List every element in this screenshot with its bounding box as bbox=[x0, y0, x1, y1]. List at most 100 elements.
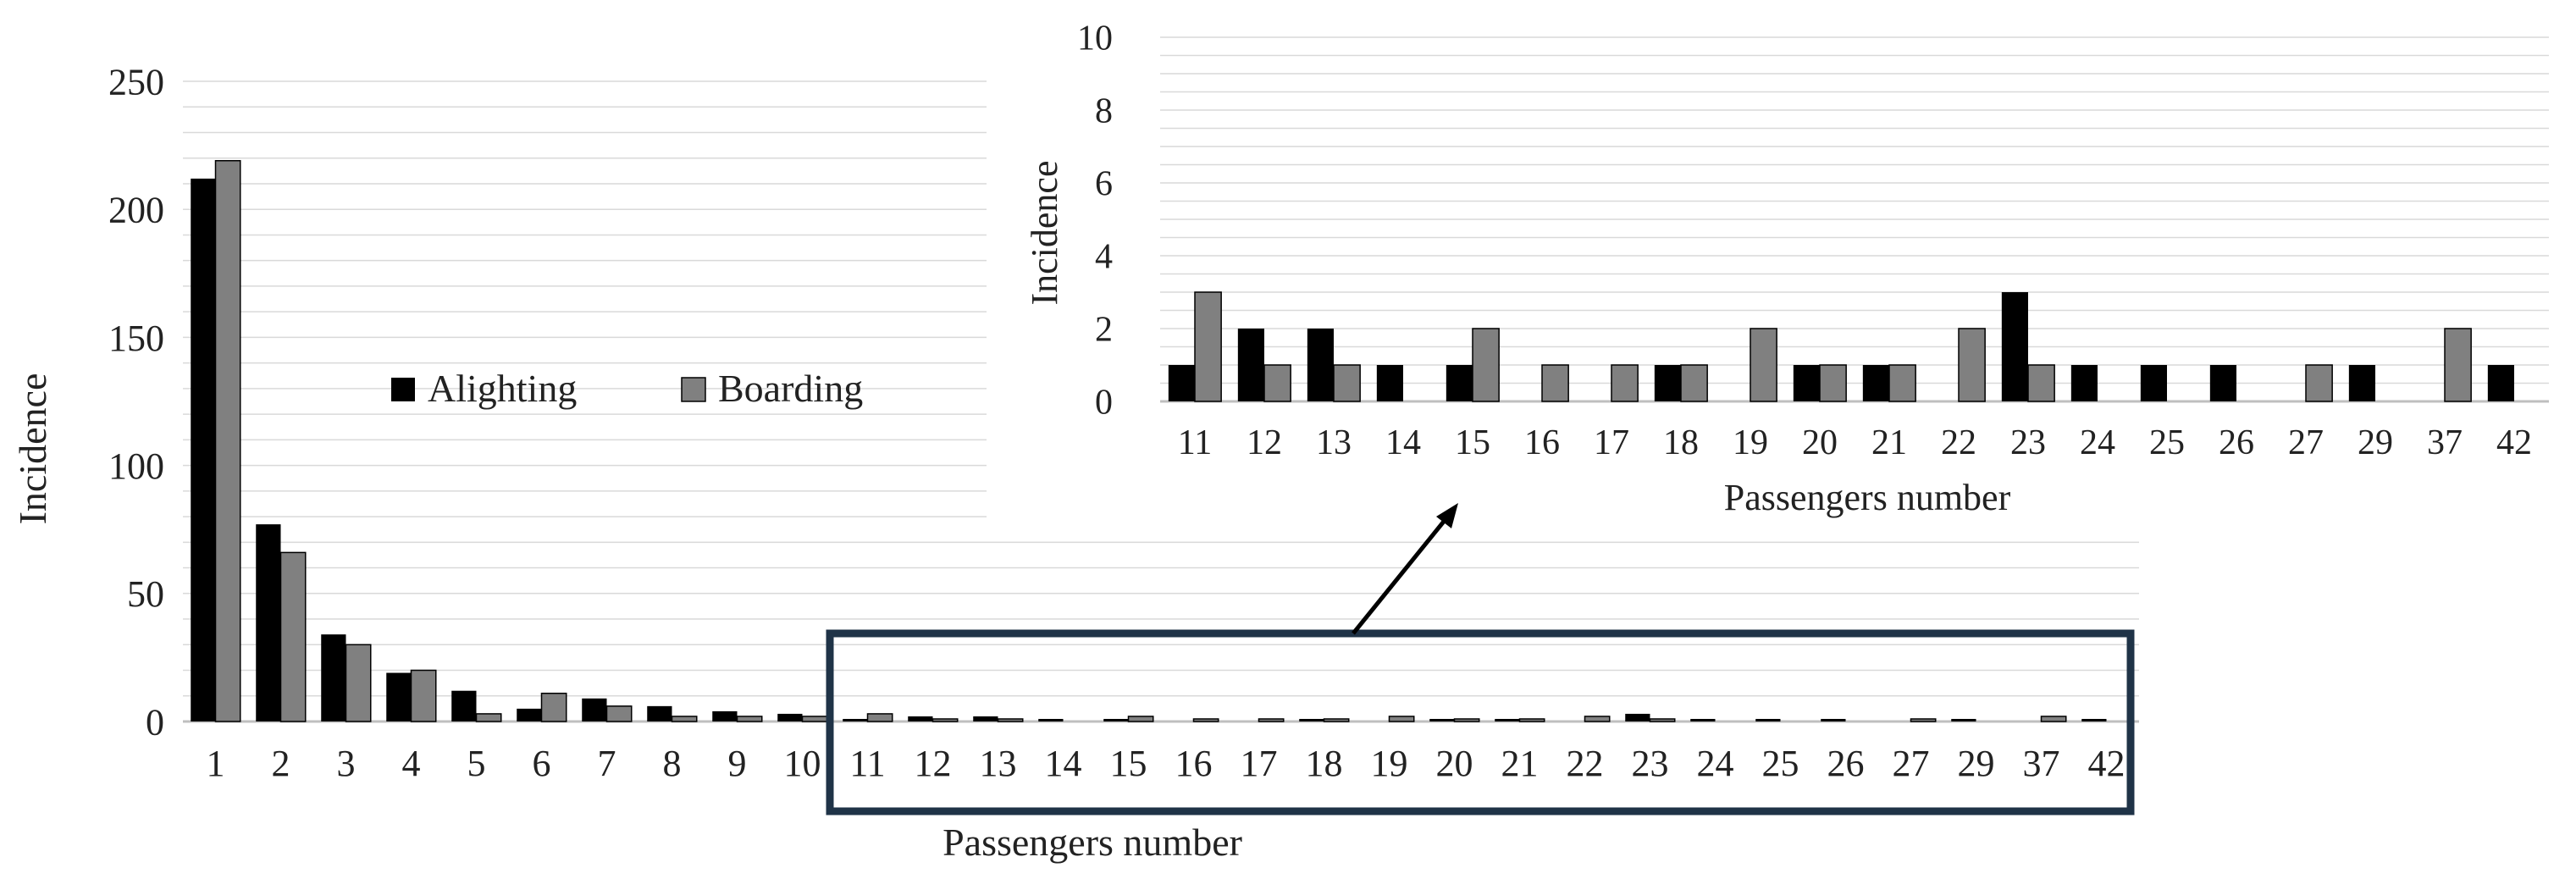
bar-boarding-main-3 bbox=[345, 644, 372, 722]
bar-alighting-main-29 bbox=[1951, 718, 1976, 721]
bar-alighting-main-21 bbox=[1495, 718, 1520, 721]
bar-boarding-inset-13 bbox=[1333, 364, 1361, 402]
bar-boarding-main-13 bbox=[997, 718, 1024, 722]
inset-x-tick-labels: 11 12 13 14 15 16 17 18 19 20 21 22 23 24 25 26 27 29 37 42 bbox=[1178, 423, 2532, 462]
bar-alighting-inset-20 bbox=[1793, 365, 1820, 401]
main-x-tick-label: 9 bbox=[728, 743, 747, 784]
legend-swatch-alighting bbox=[391, 378, 415, 401]
zoom-arrow-head bbox=[1436, 503, 1458, 528]
bar-alighting-main-25 bbox=[1755, 718, 1781, 721]
bar-boarding-inset-20 bbox=[1819, 364, 1847, 402]
bar-boarding-main-19 bbox=[1388, 716, 1415, 722]
inset-x-tick-label: 26 bbox=[2219, 423, 2254, 462]
bar-alighting-main-7 bbox=[582, 698, 607, 721]
inset-x-tick-label: 22 bbox=[1941, 423, 1976, 462]
main-x-tick-label: 14 bbox=[1045, 743, 1082, 784]
bar-boarding-main-6 bbox=[540, 692, 567, 722]
main-x-tick-label: 19 bbox=[1371, 743, 1408, 784]
main-x-tick-label: 20 bbox=[1436, 743, 1473, 784]
inset-x-tick-label: 13 bbox=[1316, 423, 1352, 462]
bar-boarding-main-8 bbox=[671, 716, 698, 722]
bar-boarding-main-18 bbox=[1323, 718, 1350, 722]
bar-alighting-inset-13 bbox=[1307, 329, 1334, 401]
bar-boarding-inset-23 bbox=[2027, 364, 2055, 402]
main-x-tick-label: 4 bbox=[402, 743, 421, 784]
bar-boarding-inset-17 bbox=[1611, 364, 1639, 402]
main-x-tick-label: 11 bbox=[849, 743, 885, 784]
inset-x-tick-label: 11 bbox=[1178, 423, 1212, 462]
bar-alighting-inset-29 bbox=[2348, 365, 2375, 401]
inset-x-tick-label: 20 bbox=[1802, 423, 1838, 462]
main-x-tick-label: 12 bbox=[915, 743, 952, 784]
bar-boarding-main-20 bbox=[1453, 718, 1480, 722]
bar-alighting-main-26 bbox=[1821, 718, 1846, 721]
bar-boarding-main-21 bbox=[1518, 718, 1545, 722]
main-x-tick-label: 22 bbox=[1567, 743, 1604, 784]
main-y-tick-label: 50 bbox=[127, 573, 164, 615]
bar-boarding-inset-15 bbox=[1472, 328, 1500, 402]
bar-boarding-inset-37 bbox=[2444, 328, 2472, 402]
inset-y-tick-label: 6 bbox=[1095, 165, 1113, 204]
inset-x-tick-label: 15 bbox=[1455, 423, 1490, 462]
main-x-tick-label: 6 bbox=[533, 743, 551, 784]
bar-boarding-inset-27 bbox=[2305, 364, 2333, 402]
inset-x-tick-label: 16 bbox=[1524, 423, 1560, 462]
inset-y-tick-label: 10 bbox=[1077, 19, 1113, 58]
main-x-tick-label: 3 bbox=[337, 743, 356, 784]
legend-label-boarding: Boarding bbox=[718, 367, 863, 410]
bar-alighting-main-11 bbox=[843, 718, 868, 721]
bar-alighting-main-24 bbox=[1690, 718, 1716, 721]
bar-alighting-inset-14 bbox=[1376, 365, 1403, 401]
bar-alighting-main-1 bbox=[191, 178, 216, 722]
bar-alighting-main-3 bbox=[321, 634, 346, 721]
inset-x-tick-label: 23 bbox=[2010, 423, 2046, 462]
bar-boarding-main-37 bbox=[2040, 716, 2067, 722]
bar-alighting-main-42 bbox=[2081, 718, 2107, 721]
main-y-tick-label: 100 bbox=[108, 445, 164, 487]
bar-boarding-main-7 bbox=[605, 705, 633, 722]
main-x-tick-label: 23 bbox=[1632, 743, 1669, 784]
main-x-tick-label: 2 bbox=[272, 743, 290, 784]
bar-alighting-main-10 bbox=[777, 713, 803, 721]
bar-alighting-inset-42 bbox=[2487, 365, 2514, 401]
main-x-tick-label: 24 bbox=[1697, 743, 1734, 784]
bar-boarding-main-16 bbox=[1192, 718, 1219, 722]
inset-x-tick-label: 24 bbox=[2080, 423, 2115, 462]
inset-x-tick-label: 17 bbox=[1594, 423, 1629, 462]
main-y-tick-labels: 0 50 100 150 200 250 bbox=[108, 61, 164, 743]
main-x-axis-label: Passengers number bbox=[943, 821, 1242, 864]
bar-alighting-main-2 bbox=[256, 524, 281, 721]
bar-alighting-inset-26 bbox=[2209, 365, 2236, 401]
zoom-arrow bbox=[1352, 503, 1458, 635]
inset-y-tick-label: 0 bbox=[1095, 384, 1113, 423]
bar-alighting-main-9 bbox=[712, 710, 738, 721]
inset-x-tick-label: 14 bbox=[1385, 423, 1421, 462]
inset-y-tick-labels: 0 2 4 6 8 10 bbox=[1077, 19, 1113, 423]
bar-alighting-main-6 bbox=[517, 708, 542, 721]
inset-y-tick-label: 2 bbox=[1095, 311, 1113, 350]
main-y-tick-label: 200 bbox=[108, 190, 164, 231]
bar-alighting-inset-24 bbox=[2070, 365, 2098, 401]
main-x-tick-label: 25 bbox=[1762, 743, 1799, 784]
bar-boarding-main-27 bbox=[1910, 718, 1937, 722]
bar-boarding-inset-21 bbox=[1888, 364, 1916, 402]
bar-boarding-inset-12 bbox=[1263, 364, 1291, 402]
bar-alighting-inset-11 bbox=[1168, 365, 1195, 401]
main-x-tick-label: 15 bbox=[1110, 743, 1147, 784]
bar-boarding-main-15 bbox=[1127, 716, 1154, 722]
inset-x-tick-label: 19 bbox=[1733, 423, 1768, 462]
inset-x-tick-label: 42 bbox=[2496, 423, 2532, 462]
bar-boarding-main-12 bbox=[931, 718, 959, 722]
main-x-tick-label: 27 bbox=[1893, 743, 1930, 784]
bar-alighting-inset-23 bbox=[2001, 292, 2028, 401]
bar-alighting-main-18 bbox=[1299, 718, 1324, 721]
bar-boarding-inset-18 bbox=[1680, 364, 1708, 402]
main-x-tick-label: 5 bbox=[467, 743, 486, 784]
bar-boarding-main-2 bbox=[279, 551, 307, 722]
main-bars bbox=[191, 159, 2107, 722]
bar-alighting-main-14 bbox=[1038, 718, 1064, 721]
bar-boarding-main-10 bbox=[801, 716, 828, 722]
bar-boarding-inset-11 bbox=[1194, 291, 1222, 402]
inset-y-tick-label: 4 bbox=[1095, 238, 1113, 277]
